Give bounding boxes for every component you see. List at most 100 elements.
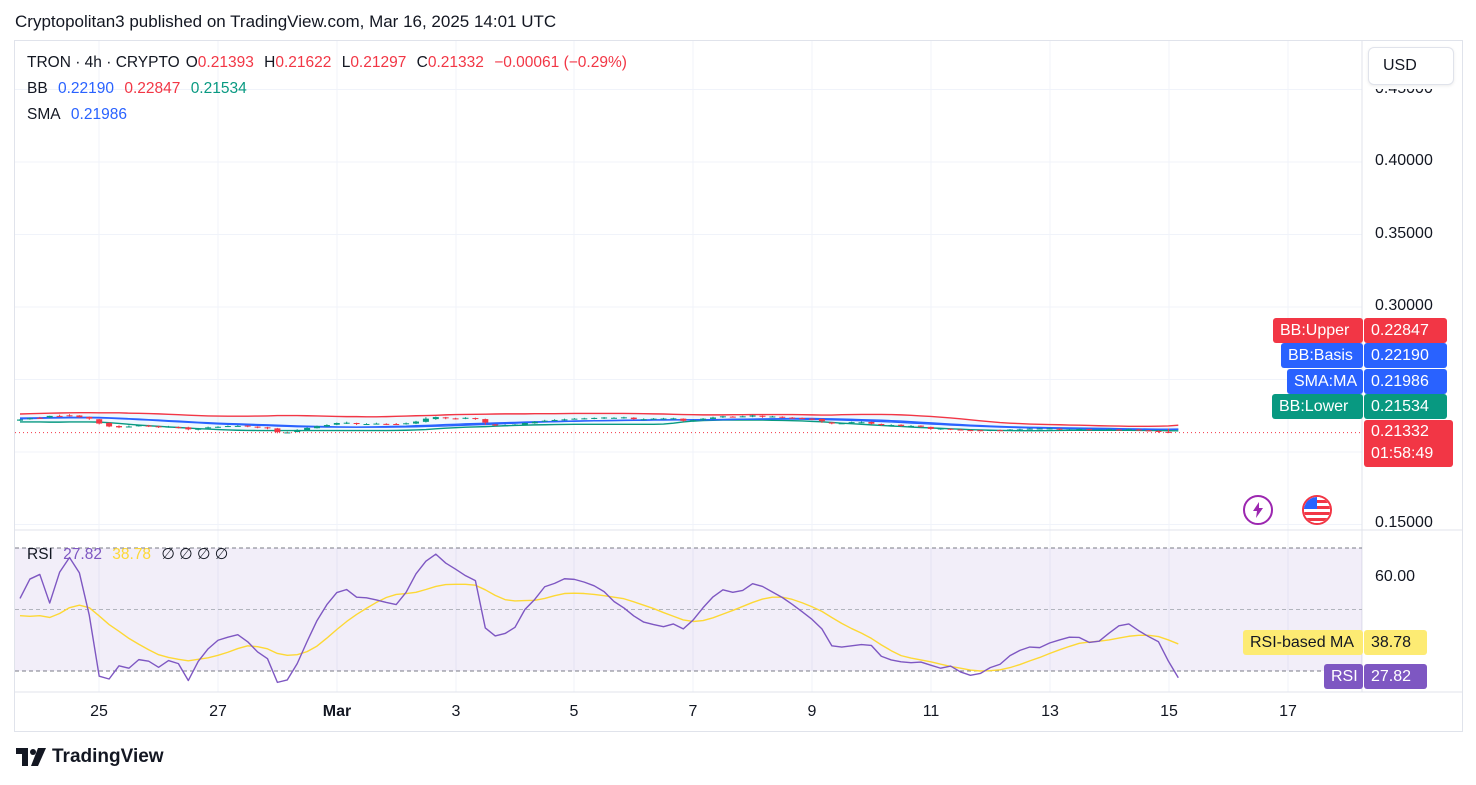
candle-body — [125, 426, 132, 428]
candle-body — [779, 416, 786, 418]
sma-legend[interactable]: SMA 0.21986 — [27, 106, 133, 124]
rsi-legend[interactable]: RSI 27.82 38.78 ∅ ∅ ∅ ∅ — [27, 545, 234, 564]
candle-body — [502, 425, 509, 427]
bb-basis-name-tag: BB:Basis — [1281, 343, 1363, 368]
candle-body — [224, 426, 231, 428]
open-value: 0.21393 — [197, 54, 254, 71]
candle-body — [1007, 429, 1013, 431]
bb-label: BB — [27, 80, 48, 97]
rsi-ma-value-tag: 38.78 — [1364, 630, 1427, 655]
time-tick: Mar — [322, 703, 352, 720]
candle-body — [462, 417, 469, 419]
symbol-label[interactable]: TRON · 4h · CRYPTO — [27, 54, 180, 71]
tradingview-brand: TradingView — [52, 746, 164, 767]
candle-body — [1026, 428, 1033, 430]
bb-basis-value: 0.22190 — [58, 80, 115, 97]
candle-body — [670, 418, 677, 420]
candle-body — [848, 422, 855, 424]
candle-body — [1066, 429, 1073, 431]
candle-body — [373, 423, 380, 425]
bb-lower-line — [20, 419, 1179, 432]
candle-body — [581, 418, 588, 420]
candle-body — [660, 418, 667, 420]
candle-body — [858, 422, 865, 424]
candle-body — [383, 423, 390, 425]
candle-body — [680, 418, 687, 421]
price-tick-040: 0.40000 — [1375, 152, 1433, 169]
candle-body — [1096, 429, 1103, 431]
candle-body — [353, 423, 360, 424]
publish-header: Cryptopolitan3 published on TradingView.… — [15, 12, 557, 31]
candle-body — [56, 415, 63, 417]
candle-body — [917, 425, 924, 427]
sma-name-tag: SMA:MA — [1287, 369, 1363, 394]
bb-upper-value: 0.22847 — [124, 80, 181, 97]
candle-body — [1165, 431, 1172, 433]
bb-upper-value-tag: 0.22847 — [1364, 318, 1447, 343]
time-tick: 3 — [451, 703, 461, 720]
candle-body — [323, 425, 330, 427]
high-value: 0.21622 — [275, 54, 332, 71]
candle-body — [620, 417, 627, 419]
candle-body — [571, 418, 578, 420]
price-tick-045: 0.45000 — [1375, 80, 1433, 97]
candle-body — [987, 429, 994, 431]
high-label: H — [264, 54, 276, 71]
candle-body — [76, 415, 83, 418]
candle-body — [36, 417, 43, 419]
candle-body — [403, 423, 410, 425]
candle-body — [729, 416, 736, 418]
change-value: −0.00061 (−0.29%) — [494, 54, 627, 71]
candle-body — [492, 424, 499, 426]
candle-body — [274, 428, 281, 433]
candle-body — [908, 425, 914, 427]
candle-body — [195, 428, 202, 430]
candle-body — [264, 427, 271, 429]
candle-body — [422, 418, 429, 422]
candle-body — [601, 417, 608, 419]
candle-body — [314, 426, 320, 429]
candle-body — [1115, 429, 1122, 431]
candle-body — [1125, 429, 1132, 431]
candle-body — [551, 419, 558, 421]
candle-body — [1046, 428, 1053, 430]
bb-upper-name-tag: BB:Upper — [1273, 318, 1363, 343]
candle-body — [531, 421, 538, 424]
bb-basis-value-tag: 0.22190 — [1364, 343, 1447, 368]
chart-frame[interactable] — [14, 40, 1463, 732]
candle-body — [749, 415, 756, 417]
candle-body — [86, 416, 93, 419]
bb-legend[interactable]: BB 0.22190 0.22847 0.21534 — [27, 80, 253, 98]
currency-button[interactable]: USD — [1368, 47, 1454, 85]
price-tick-015: 0.15000 — [1375, 514, 1433, 531]
candle-body — [759, 415, 766, 417]
rsi-line — [19, 553, 1179, 684]
ohlc-legend[interactable]: TRON · 4h · CRYPTO O0.21393 H0.21622 L0.2… — [27, 54, 633, 72]
last-price-value: 0.21332 — [1371, 423, 1429, 440]
bb-upper-line — [19, 412, 1179, 428]
candle-body — [472, 418, 479, 420]
candle-body — [452, 418, 459, 420]
candle-body — [700, 418, 707, 420]
candle-body — [561, 419, 568, 421]
candle-body — [630, 417, 637, 420]
rsi-ma-value: 38.78 — [112, 546, 152, 563]
candle-body — [611, 417, 617, 419]
bb-lower-name-tag: BB:Lower — [1272, 394, 1363, 419]
candle-body — [947, 428, 954, 430]
tradingview-logo[interactable]: TradingView — [16, 746, 164, 768]
candle-body — [165, 426, 172, 428]
time-tick: 5 — [569, 703, 579, 720]
rsi-background — [15, 547, 1362, 672]
time-tick: 7 — [688, 703, 698, 720]
bb-lower-value: 0.21534 — [190, 80, 247, 97]
rsi-tick-60: 60.00 — [1375, 568, 1416, 585]
candle-body — [1056, 428, 1063, 430]
candle-body — [1106, 429, 1112, 431]
sma-value: 0.21986 — [70, 106, 127, 123]
candle-body — [363, 424, 370, 426]
us-flag-icon[interactable] — [1302, 495, 1332, 525]
candle-body — [185, 427, 192, 430]
lightning-icon[interactable] — [1243, 495, 1273, 525]
